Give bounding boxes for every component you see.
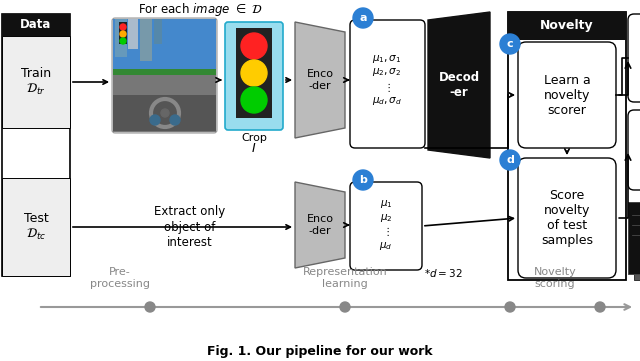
Bar — [634, 208, 640, 280]
Circle shape — [353, 170, 373, 190]
Bar — [2, 36, 70, 128]
Text: Extract only
object of
interest: Extract only object of interest — [154, 205, 226, 248]
Polygon shape — [295, 182, 345, 268]
FancyBboxPatch shape — [350, 182, 422, 270]
Text: c: c — [507, 39, 513, 49]
Bar — [128, 19, 138, 49]
Text: Learn a
novelty
scorer: Learn a novelty scorer — [543, 74, 590, 117]
Circle shape — [595, 302, 605, 312]
Text: Fig. 1. Our pipeline for our work: Fig. 1. Our pipeline for our work — [207, 344, 433, 357]
Bar — [113, 19, 216, 69]
FancyBboxPatch shape — [628, 14, 640, 102]
Circle shape — [120, 38, 126, 44]
Circle shape — [500, 34, 520, 54]
FancyBboxPatch shape — [350, 20, 425, 148]
Circle shape — [120, 24, 126, 30]
Text: d: d — [506, 155, 514, 165]
Circle shape — [241, 87, 267, 113]
Text: Test
$\mathcal{D}_{tc}$: Test $\mathcal{D}_{tc}$ — [24, 212, 49, 242]
Bar — [236, 28, 272, 118]
Text: $I$: $I$ — [252, 143, 257, 156]
Circle shape — [241, 33, 267, 59]
Text: Pre-
processing: Pre- processing — [90, 268, 150, 289]
Bar — [508, 12, 626, 40]
FancyBboxPatch shape — [518, 42, 616, 148]
Circle shape — [505, 302, 515, 312]
Bar — [113, 95, 216, 131]
Circle shape — [161, 109, 169, 117]
Text: b: b — [359, 175, 367, 185]
FancyBboxPatch shape — [628, 110, 640, 190]
Text: Enco
-der: Enco -der — [307, 214, 333, 236]
Text: Enco
-der: Enco -der — [307, 69, 333, 91]
FancyBboxPatch shape — [518, 158, 616, 278]
Text: Score
novelty
of test
samples: Score novelty of test samples — [541, 189, 593, 247]
Circle shape — [120, 31, 126, 37]
FancyBboxPatch shape — [112, 18, 217, 133]
Text: Representation
learning: Representation learning — [303, 268, 387, 289]
Bar — [2, 178, 70, 276]
Text: Crop: Crop — [241, 133, 267, 143]
Text: For each $\mathit{image}$ $\in$ $\mathcal{D}$: For each $\mathit{image}$ $\in$ $\mathca… — [138, 1, 262, 18]
Text: Novelty
scoring: Novelty scoring — [534, 268, 577, 289]
Text: a: a — [359, 13, 367, 23]
Circle shape — [500, 150, 520, 170]
Bar — [2, 14, 70, 36]
Text: $\mu_1, \sigma_1$
$\mu_2, \sigma_2$
$\vdots$
$\mu_d, \sigma_d$: $\mu_1, \sigma_1$ $\mu_2, \sigma_2$ $\vd… — [372, 53, 402, 107]
Circle shape — [170, 115, 180, 125]
Bar — [113, 69, 216, 75]
Bar — [508, 12, 626, 280]
FancyBboxPatch shape — [225, 22, 283, 130]
Circle shape — [145, 302, 155, 312]
Text: $\mu_1$
$\mu_2$
$\vdots$
$\mu_d$: $\mu_1$ $\mu_2$ $\vdots$ $\mu_d$ — [380, 198, 393, 252]
Text: Decod
-er: Decod -er — [438, 71, 479, 99]
Bar — [115, 19, 127, 57]
Polygon shape — [295, 22, 345, 138]
Bar — [628, 202, 640, 274]
Text: Data: Data — [20, 18, 52, 31]
Circle shape — [150, 115, 160, 125]
Circle shape — [340, 302, 350, 312]
Circle shape — [353, 8, 373, 28]
Polygon shape — [428, 12, 490, 158]
Bar — [2, 14, 70, 276]
Text: Train
$\mathcal{D}_{tr}$: Train $\mathcal{D}_{tr}$ — [21, 67, 51, 97]
Text: $* d = 32$: $* d = 32$ — [424, 267, 463, 279]
Bar — [154, 19, 162, 44]
Bar — [113, 69, 216, 132]
Bar — [119, 22, 127, 44]
Bar — [140, 19, 152, 61]
Circle shape — [241, 60, 267, 86]
Text: Novelty: Novelty — [540, 19, 594, 32]
